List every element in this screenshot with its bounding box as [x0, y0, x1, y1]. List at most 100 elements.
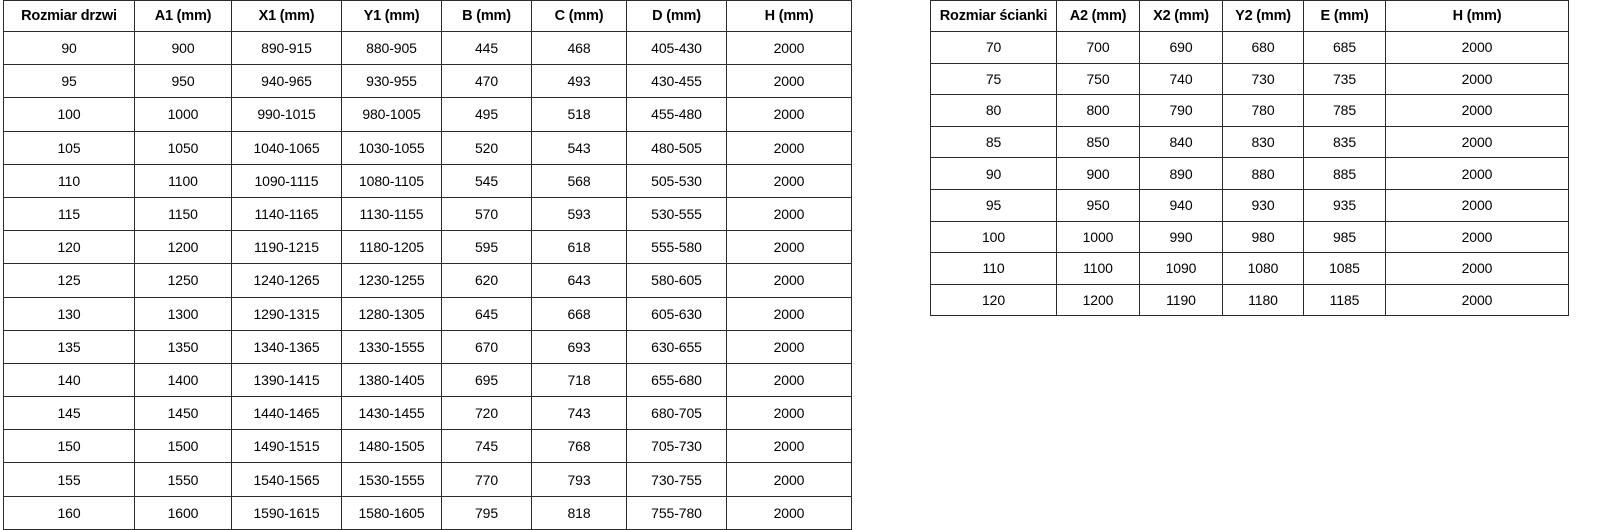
cell-h: 2000: [1385, 157, 1569, 190]
cell-size: 100: [3, 97, 135, 132]
column-header-d: D (mm): [626, 0, 727, 32]
cell-a1: 1300: [134, 296, 232, 331]
table-row: 80 800 790 780 785 2000: [930, 94, 1569, 127]
table-row: 120 1200 1190-1215 1180-1205 595 618 555…: [3, 230, 852, 265]
cell-b: 720: [441, 396, 532, 431]
column-header-x1: X1 (mm): [231, 0, 342, 32]
cell-d: 705-730: [626, 429, 727, 464]
cell-e: 935: [1303, 188, 1386, 222]
table-row: 150 1500 1490-1515 1480-1505 745 768 705…: [3, 429, 852, 464]
cell-h: 2000: [726, 130, 852, 165]
cell-d: 755-780: [626, 495, 727, 530]
cell-d: 605-630: [626, 296, 727, 331]
walls-dimensions-table: Rozmiar ścianki A2 (mm) X2 (mm) Y2 (mm) …: [930, 0, 1569, 317]
cell-c: 668: [531, 296, 627, 331]
table-row: 115 1150 1140-1165 1130-1155 570 593 530…: [3, 196, 852, 232]
cell-size: 140: [3, 362, 135, 398]
cell-x1: 1240-1265: [231, 263, 342, 298]
table-row: 135 1350 1340-1365 1330-1555 670 693 630…: [3, 329, 852, 364]
cell-h: 2000: [1385, 188, 1569, 222]
cell-d: 680-705: [626, 396, 727, 431]
cell-size: 95: [930, 188, 1057, 222]
table-row: 110 1100 1090-1115 1080-1105 545 568 505…: [3, 163, 852, 198]
cell-h: 2000: [726, 196, 852, 232]
cell-y2: 1080: [1222, 252, 1304, 285]
cell-a1: 1000: [134, 97, 232, 132]
cell-size: 80: [930, 94, 1057, 127]
cell-h: 2000: [1385, 62, 1569, 96]
cell-x2: 1190: [1139, 283, 1223, 317]
cell-size: 105: [3, 130, 135, 165]
cell-x1: 1390-1415: [231, 362, 342, 398]
table-row: 85 850 840 830 835 2000: [930, 125, 1569, 159]
cell-b: 545: [441, 163, 532, 198]
cell-c: 468: [531, 30, 627, 66]
cell-x1: 1590-1615: [231, 495, 342, 530]
table-row: 120 1200 1190 1180 1185 2000: [930, 283, 1569, 317]
cell-size: 95: [3, 64, 135, 99]
cell-y2: 680: [1222, 31, 1304, 64]
cell-x1: 1140-1165: [231, 196, 342, 232]
cell-h: 2000: [1385, 125, 1569, 159]
cell-c: 793: [531, 462, 627, 497]
cell-b: 495: [441, 97, 532, 132]
table-row: 140 1400 1390-1415 1380-1405 695 718 655…: [3, 362, 852, 398]
cell-size: 120: [3, 230, 135, 265]
cell-y1: 1080-1105: [341, 163, 442, 198]
cell-d: 580-605: [626, 263, 727, 298]
table-row: 70 700 690 680 685 2000: [930, 31, 1569, 64]
cell-a1: 1600: [134, 495, 232, 530]
table-header-row: Rozmiar drzwi A1 (mm) X1 (mm) Y1 (mm) B …: [3, 0, 852, 32]
column-header-e: E (mm): [1303, 0, 1386, 32]
column-header-rozmiar-drzwi: Rozmiar drzwi: [3, 0, 135, 32]
cell-x1: 1440-1465: [231, 396, 342, 431]
cell-x1: 940-965: [231, 64, 342, 99]
cell-y2: 980: [1222, 220, 1304, 254]
cell-y2: 930: [1222, 188, 1304, 222]
column-header-x2: X2 (mm): [1139, 0, 1223, 32]
cell-c: 743: [531, 396, 627, 431]
cell-size: 100: [930, 220, 1057, 254]
cell-c: 618: [531, 230, 627, 265]
cell-a1: 1050: [134, 130, 232, 165]
table-row: 100 1000 990 980 985 2000: [930, 220, 1569, 254]
table-row: 90 900 890 880 885 2000: [930, 157, 1569, 190]
table-row: 160 1600 1590-1615 1580-1605 795 818 755…: [3, 495, 852, 530]
cell-h: 2000: [726, 97, 852, 132]
cell-d: 505-530: [626, 163, 727, 198]
column-header-a2: A2 (mm): [1056, 0, 1140, 32]
cell-a2: 1200: [1056, 283, 1140, 317]
cell-x2: 890: [1139, 157, 1223, 190]
cell-a1: 950: [134, 64, 232, 99]
cell-h: 2000: [726, 163, 852, 198]
cell-a1: 1200: [134, 230, 232, 265]
cell-y2: 780: [1222, 94, 1304, 127]
cell-h: 2000: [1385, 220, 1569, 254]
cell-x1: 990-1015: [231, 97, 342, 132]
table-row: 130 1300 1290-1315 1280-1305 645 668 605…: [3, 296, 852, 331]
cell-a1: 1100: [134, 163, 232, 198]
table-row: 75 750 740 730 735 2000: [930, 62, 1569, 96]
cell-size: 75: [930, 62, 1057, 96]
walls-table-body: 70 700 690 680 685 2000 75 750 740 730 7…: [930, 31, 1569, 317]
cell-x1: 1190-1215: [231, 230, 342, 265]
cell-x1: 890-915: [231, 30, 342, 66]
cell-b: 445: [441, 30, 532, 66]
cell-c: 568: [531, 163, 627, 198]
cell-c: 818: [531, 495, 627, 530]
cell-size: 125: [3, 263, 135, 298]
cell-size: 85: [930, 125, 1057, 159]
column-header-y1: Y1 (mm): [341, 0, 442, 32]
cell-size: 155: [3, 462, 135, 497]
cell-h: 2000: [726, 396, 852, 431]
cell-y1: 1380-1405: [341, 362, 442, 398]
cell-b: 770: [441, 462, 532, 497]
cell-size: 110: [930, 252, 1057, 285]
cell-x1: 1540-1565: [231, 462, 342, 497]
cell-a1: 1500: [134, 429, 232, 464]
table-row: 95 950 940 930 935 2000: [930, 188, 1569, 222]
cell-e: 685: [1303, 31, 1386, 64]
cell-h: 2000: [726, 263, 852, 298]
cell-size: 70: [930, 31, 1057, 64]
cell-a2: 800: [1056, 94, 1140, 127]
